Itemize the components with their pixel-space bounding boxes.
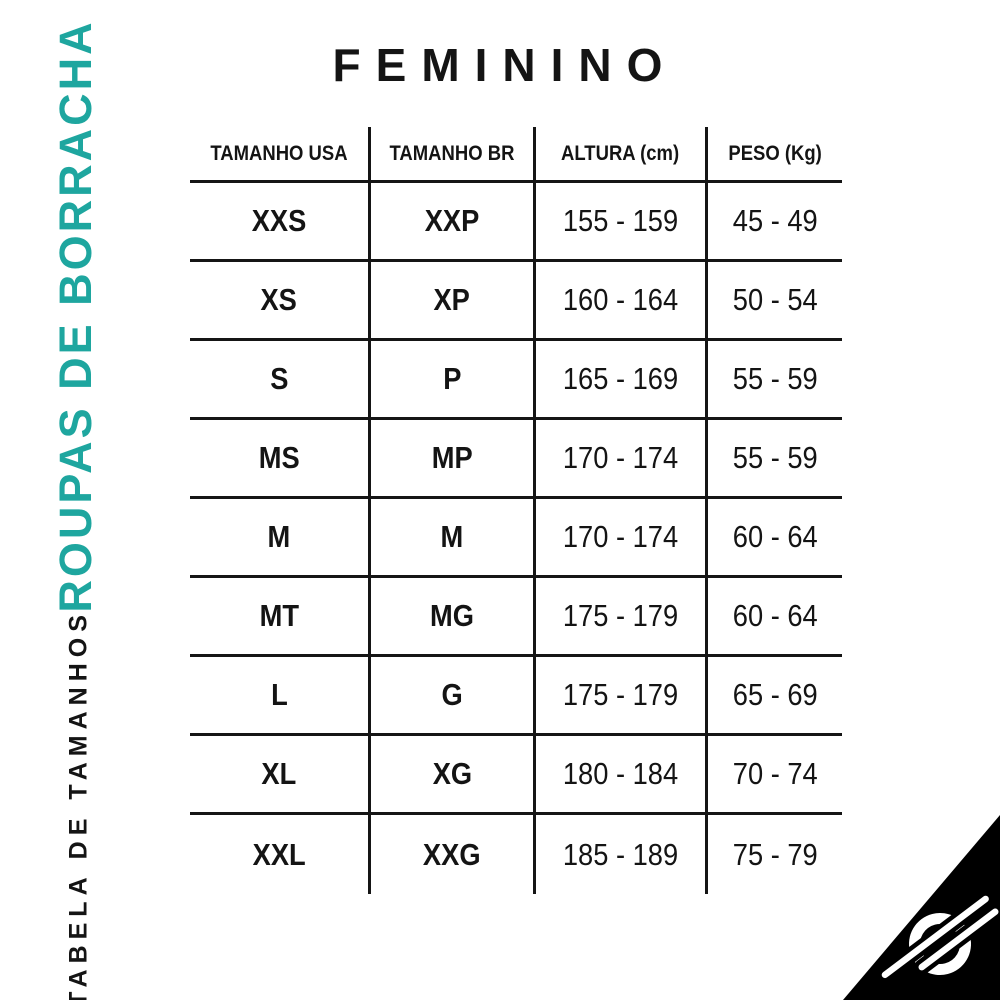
table-cell-br: XXG	[371, 815, 536, 894]
table-cell-altura: 175 - 179	[536, 657, 708, 736]
vertical-category-title: ROUPAS DE BORRACHA	[50, 19, 101, 613]
table-cell-br: XP	[371, 262, 536, 341]
cell-value: MG	[430, 598, 474, 633]
cell-value: M	[267, 519, 291, 554]
table-cell-usa: MT	[190, 578, 371, 657]
cell-value: 180 - 184	[562, 756, 679, 791]
table-cell-altura: 160 - 164	[536, 262, 708, 341]
table-cell-br: MG	[371, 578, 536, 657]
cell-value: MT	[259, 598, 299, 633]
cell-value: S	[269, 361, 289, 396]
cell-value: 55 - 59	[732, 361, 818, 396]
cell-value: 165 - 169	[562, 361, 679, 396]
column-header-tamanho-usa: TAMANHO USA	[190, 127, 371, 183]
mormaii-wave-icon	[877, 891, 1000, 983]
cell-value: 155 - 159	[562, 203, 679, 238]
table-cell-altura: 165 - 169	[536, 341, 708, 420]
column-header-label: PESO (Kg)	[728, 141, 822, 165]
table-cell-br: XG	[371, 736, 536, 815]
cell-value: M	[440, 519, 464, 554]
cell-value: P	[442, 361, 462, 396]
brand-corner-logo	[843, 815, 1000, 1000]
table-cell-peso: 60 - 64	[708, 499, 842, 578]
column-header-label: ALTURA (cm)	[561, 141, 680, 165]
table-cell-peso: 60 - 64	[708, 578, 842, 657]
table-cell-altura: 155 - 159	[536, 183, 708, 262]
cell-value: XXP	[424, 203, 480, 238]
column-header-label: TAMANHO USA	[210, 141, 348, 165]
column-header-altura: ALTURA (cm)	[536, 127, 708, 183]
table-cell-peso: 50 - 54	[708, 262, 842, 341]
cell-value: 170 - 174	[562, 519, 679, 554]
table-cell-altura: 185 - 189	[536, 815, 708, 894]
table-cell-peso: 70 - 74	[708, 736, 842, 815]
table-cell-peso: 75 - 79	[708, 815, 842, 894]
table-cell-usa: XXS	[190, 183, 371, 262]
table-cell-br: MP	[371, 420, 536, 499]
cell-value: 175 - 179	[562, 677, 679, 712]
table-cell-usa: XS	[190, 262, 371, 341]
table-cell-usa: XL	[190, 736, 371, 815]
table-cell-altura: 180 - 184	[536, 736, 708, 815]
cell-value: MS	[258, 440, 300, 475]
cell-value: XP	[433, 282, 471, 317]
cell-value: MP	[431, 440, 473, 475]
table-cell-br: M	[371, 499, 536, 578]
column-header-label: TAMANHO BR	[389, 141, 515, 165]
cell-value: 75 - 79	[732, 836, 818, 872]
cell-value: 60 - 64	[732, 598, 818, 633]
table-cell-peso: 55 - 59	[708, 420, 842, 499]
cell-value: 60 - 64	[732, 519, 818, 554]
table-cell-altura: 170 - 174	[536, 420, 708, 499]
cell-value: XS	[260, 282, 298, 317]
column-header-peso: PESO (Kg)	[708, 127, 842, 183]
table-cell-usa: XXL	[190, 815, 371, 894]
table-cell-altura: 175 - 179	[536, 578, 708, 657]
table-cell-br: G	[371, 657, 536, 736]
cell-value: XXS	[251, 203, 307, 238]
table-cell-altura: 170 - 174	[536, 499, 708, 578]
vertical-subtitle: TABELA DE TAMANHOS	[64, 609, 93, 1000]
cell-value: 70 - 74	[732, 756, 818, 791]
cell-value: XXG	[423, 836, 481, 872]
cell-value: L	[270, 677, 288, 712]
cell-value: XL	[261, 756, 297, 791]
table-cell-peso: 55 - 59	[708, 341, 842, 420]
cell-value: XXL	[252, 836, 306, 872]
cell-value: 170 - 174	[562, 440, 679, 475]
cell-value: G	[441, 677, 463, 712]
cell-value: 55 - 59	[732, 440, 818, 475]
table-cell-peso: 65 - 69	[708, 657, 842, 736]
table-cell-peso: 45 - 49	[708, 183, 842, 262]
cell-value: 175 - 179	[562, 598, 679, 633]
cell-value: 65 - 69	[732, 677, 818, 712]
cell-value: 160 - 164	[562, 282, 679, 317]
table-cell-usa: L	[190, 657, 371, 736]
table-cell-usa: M	[190, 499, 371, 578]
page-title: FEMININO	[332, 39, 678, 91]
table-cell-br: XXP	[371, 183, 536, 262]
table-cell-br: P	[371, 341, 536, 420]
column-header-tamanho-br: TAMANHO BR	[371, 127, 536, 183]
size-table: TAMANHO USA TAMANHO BR ALTURA (cm) PESO …	[190, 127, 842, 894]
cell-value: 185 - 189	[562, 836, 679, 872]
table-cell-usa: MS	[190, 420, 371, 499]
cell-value: 45 - 49	[732, 203, 818, 238]
table-cell-usa: S	[190, 341, 371, 420]
cell-value: XG	[432, 756, 472, 791]
cell-value: 50 - 54	[732, 282, 818, 317]
